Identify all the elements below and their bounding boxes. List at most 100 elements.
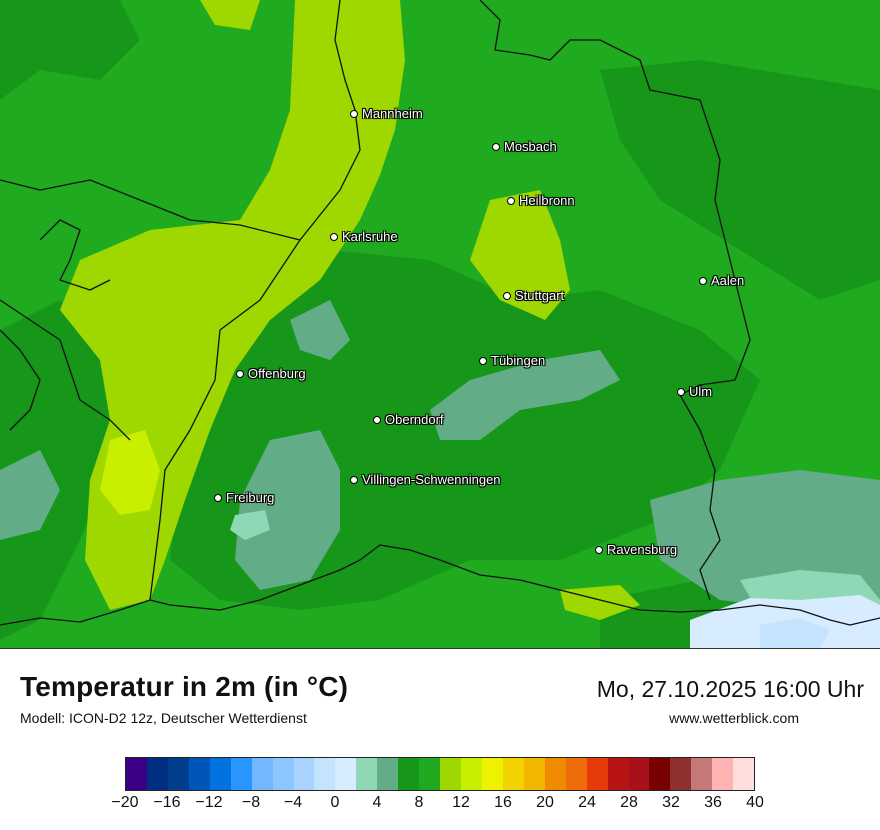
legend-color-cell <box>356 758 378 790</box>
temperature-zone-12-14 <box>560 585 640 620</box>
temperature-zone-6-8 <box>290 300 350 360</box>
city-name: Tübingen <box>491 353 546 369</box>
temperature-field <box>0 0 880 648</box>
city-dot <box>214 493 222 502</box>
city-marker: Ulm <box>677 383 712 401</box>
city-name: Ulm <box>689 384 713 400</box>
city-dot <box>507 196 515 205</box>
legend-color-cell <box>607 758 629 790</box>
city-marker: Freiburg <box>214 489 274 507</box>
legend-color-cell <box>712 758 734 790</box>
legend-tick-label: −20 <box>111 794 139 811</box>
legend-color-cell <box>502 758 524 790</box>
city-dot <box>677 387 685 396</box>
temperature-zone-12-14 <box>200 0 260 30</box>
legend-tick-label: 28 <box>620 794 638 811</box>
legend-tick-label: 4 <box>372 794 382 811</box>
city-marker: Stuttgart <box>503 287 564 305</box>
temperature-zone-4-6 <box>230 510 270 540</box>
legend-color-cell <box>461 758 482 790</box>
temperature-zone-8-10 <box>600 60 880 300</box>
legend-color-cell <box>419 758 441 790</box>
west-border-detail <box>39 219 111 291</box>
legend-tick-label: −8 <box>241 794 261 811</box>
legend-color-cell <box>628 758 650 790</box>
city-name: Mosbach <box>504 139 557 155</box>
southern-border <box>169 544 880 626</box>
city-dot <box>503 291 511 300</box>
temperature-zone-8-10 <box>0 300 120 640</box>
temperature-zone-8-10 <box>0 0 140 100</box>
legend-color-cell <box>146 758 168 790</box>
state-borders <box>0 0 880 626</box>
map-title: Temperatur in 2m (in °C) <box>20 671 349 702</box>
forecast-datetime: Mo, 27.10.2025 16:00 Uhr <box>596 676 864 702</box>
legend-tick-label: 0 <box>330 794 340 811</box>
west-border-detail <box>0 329 41 431</box>
city-marker: Oberndorf <box>373 411 444 429</box>
city-name: Heilbronn <box>519 193 575 209</box>
legend-color-cell <box>523 758 545 790</box>
temperature-zone-0-2 <box>760 618 830 648</box>
temperature-zone-14-16 <box>100 430 160 515</box>
city-marker: Mosbach <box>492 138 557 156</box>
legend-color-cell <box>670 758 692 790</box>
temperature-zone-6-8 <box>430 350 620 440</box>
legend-color-cell <box>733 758 755 790</box>
city-dot <box>350 109 358 118</box>
city-name: Stuttgart <box>515 288 565 304</box>
map-footer: Temperatur in 2m (in °C) Modell: ICON-D2… <box>0 649 880 830</box>
legend-color-cell <box>167 758 189 790</box>
northern-border <box>0 179 301 241</box>
northeast-border <box>479 0 751 601</box>
temperature-zone-6-8 <box>235 430 340 590</box>
city-name: Aalen <box>711 273 745 289</box>
model-source: Modell: ICON-D2 12z, Deutscher Wetterdie… <box>20 710 307 726</box>
legend-color-cell <box>377 758 399 790</box>
legend-color-cell <box>544 758 566 790</box>
legend-tick-label: 8 <box>414 794 424 811</box>
city-name: Freiburg <box>226 490 275 506</box>
legend-color-cell <box>649 758 671 790</box>
legend-tick-label: −4 <box>283 794 303 811</box>
city-name: Oberndorf <box>385 412 444 428</box>
website-link[interactable]: www.wetterblick.com <box>669 710 799 726</box>
legend-color-cell <box>398 758 420 790</box>
legend-tick-label: −16 <box>153 794 181 811</box>
legend-color-cell <box>586 758 608 790</box>
legend-color-cell <box>481 758 503 790</box>
city-name: Ravensburg <box>607 542 678 558</box>
city-name: Villingen-Schwenningen <box>362 472 501 488</box>
temperature-zone-12-14 <box>470 190 570 320</box>
legend-color-cell <box>230 758 252 790</box>
southern-border-detail <box>0 599 151 626</box>
legend-tick-label: 40 <box>746 794 764 811</box>
city-dot <box>492 142 500 151</box>
temperature-zone-6-8 <box>0 450 60 540</box>
color-scale-ticks: −20 −16 −12 −8 −4 0 4 8 12 16 20 24 28 32 36 40 <box>111 794 763 814</box>
legend-color-cell <box>440 758 461 790</box>
city-marker: Tübingen <box>479 352 545 370</box>
legend-tick-label: 20 <box>536 794 554 811</box>
west-border <box>0 299 131 441</box>
legend-color-cell <box>335 758 357 790</box>
legend-tick-label: 32 <box>662 794 680 811</box>
legend-tick-label: 12 <box>452 794 470 811</box>
city-dot <box>373 415 381 424</box>
legend-color-cell <box>691 758 713 790</box>
legend-color-cell <box>314 758 336 790</box>
city-marker: Ravensburg <box>595 541 677 559</box>
city-dot <box>236 369 244 378</box>
rhine-border <box>149 0 361 606</box>
legend-color-cell <box>126 758 147 790</box>
city-dot <box>479 356 487 365</box>
city-dot <box>699 276 707 285</box>
city-dot <box>330 232 338 241</box>
legend-color-cell <box>272 758 294 790</box>
legend-tick-label: −12 <box>195 794 223 811</box>
city-name: Karlsruhe <box>342 229 398 245</box>
city-name: Offenburg <box>248 366 306 382</box>
legend-color-cell <box>565 758 587 790</box>
color-scale-legend <box>125 757 755 791</box>
city-name: Mannheim <box>362 106 423 122</box>
